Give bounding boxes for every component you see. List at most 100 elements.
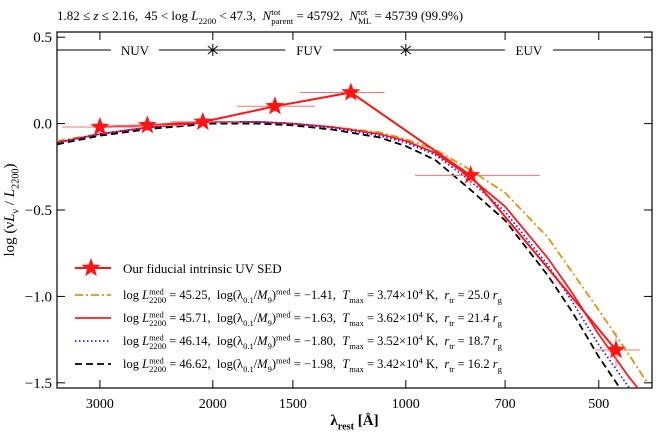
text-segment: 9 — [268, 295, 272, 305]
text-segment: r — [493, 357, 498, 371]
text-segment: tr — [449, 364, 454, 374]
text-segment: N — [348, 8, 359, 23]
text-segment: / — [2, 197, 18, 209]
curves — [57, 82, 649, 388]
text-segment: ) — [272, 288, 276, 302]
x-tick-label: 1000 — [392, 397, 420, 412]
text-segment: 2200 — [11, 168, 22, 188]
region-label: FUV — [296, 43, 323, 58]
text-segment: = 45.25, log( — [166, 288, 237, 302]
x-axis-label: λrest [Å] — [330, 413, 378, 432]
region-label: NUV — [121, 43, 150, 58]
text-segment: = 46.14, log( — [166, 334, 237, 348]
legend-label: log Lmed 2200 = 45.71, log(λ0.1/M9)med = … — [123, 309, 503, 328]
text-segment: L — [2, 189, 18, 198]
text-segment: log — [123, 357, 142, 371]
text-segment: 2200 — [149, 364, 166, 374]
text-segment: r — [493, 334, 498, 348]
text-segment: max — [349, 341, 364, 351]
text-segment: 0.1 — [243, 318, 254, 328]
text-segment: r — [493, 311, 498, 325]
text-segment: = 45792, — [293, 8, 349, 23]
legend-label: log Lmed 2200 = 46.14, log(λ0.1/M9)med = … — [123, 332, 503, 351]
text-segment: L — [2, 213, 18, 222]
text-segment: / — [254, 311, 258, 325]
text-segment: med — [276, 309, 291, 319]
x-tick-label: 1500 — [279, 397, 307, 412]
region-label-bg — [285, 42, 334, 58]
text-segment: ν — [11, 208, 22, 213]
model-curve — [57, 120, 631, 388]
text-segment: = 45.71, log( — [166, 311, 237, 325]
text-segment: K, — [423, 357, 445, 371]
text-segment: M — [256, 311, 268, 325]
text-segment: med — [149, 286, 164, 296]
text-segment: med — [149, 309, 164, 319]
text-segment: = 3.74×10 — [364, 288, 419, 302]
text-segment: tr — [449, 318, 454, 328]
text-segment: M — [256, 288, 268, 302]
y-tick-label: −0.5 — [25, 203, 52, 219]
text-segment: = 3.62×10 — [364, 311, 419, 325]
text-segment: 9 — [268, 364, 272, 374]
text-segment: 9 — [268, 318, 272, 328]
text-segment: λ — [237, 334, 243, 348]
legend-label: log Lmed 2200 = 46.62, log(λ0.1/M9)med = … — [123, 355, 503, 374]
star-marker — [606, 339, 626, 359]
text-segment: 1.82 ≤ — [57, 8, 93, 23]
text-segment: ) — [272, 357, 276, 371]
text-segment: λ — [237, 311, 243, 325]
text-segment: z — [92, 8, 98, 23]
text-segment: / — [254, 357, 258, 371]
x-tick-label: 3000 — [86, 397, 114, 412]
y-tick-label: −1.5 — [25, 376, 52, 392]
text-segment: M — [256, 334, 268, 348]
text-segment: λ — [330, 413, 338, 429]
text-segment: M — [256, 357, 268, 371]
text-segment: ) — [2, 163, 18, 168]
text-segment: med — [149, 355, 164, 365]
text-segment: K, — [423, 311, 445, 325]
text-segment: r — [444, 288, 449, 302]
text-segment: = −1.41, — [291, 288, 343, 302]
text-segment: ) — [272, 334, 276, 348]
text-segment: 4 — [419, 355, 424, 365]
text-segment: 4 — [419, 332, 424, 342]
text-segment: ≤ 2.16, 45 < log — [98, 8, 191, 23]
region-label-bg — [504, 42, 553, 58]
text-segment: [Å] — [354, 413, 379, 429]
star-marker — [341, 82, 361, 101]
y-axis-label: log (νLν / L2200) — [2, 163, 22, 256]
text-segment: ) — [272, 311, 276, 325]
text-segment: = 46.62, log( — [166, 357, 237, 371]
text-segment: = 16.2 — [454, 357, 492, 371]
text-segment: 4 — [419, 286, 424, 296]
text-segment: T — [342, 334, 350, 348]
star-marker — [90, 117, 110, 136]
star-marker — [137, 115, 157, 134]
text-segment: max — [349, 295, 364, 305]
text-segment: 2200 — [149, 318, 166, 328]
text-segment: < 47.3, — [216, 8, 262, 23]
text-segment: r — [493, 288, 498, 302]
x-tick-label: 2000 — [199, 397, 227, 412]
text-segment: = 18.7 — [454, 334, 492, 348]
text-segment: = 25.0 — [454, 288, 492, 302]
text-segment: T — [342, 288, 350, 302]
star-marker — [265, 96, 285, 115]
text-segment: med — [276, 332, 291, 342]
text-segment: = −1.98, — [291, 357, 343, 371]
text-segment: tot — [271, 7, 281, 17]
text-segment: log — [123, 334, 142, 348]
star-marker — [461, 165, 481, 184]
text-segment: 2200 — [149, 341, 166, 351]
text-segment: = 3.52×10 — [364, 334, 419, 348]
text-segment: L — [141, 288, 149, 302]
text-segment: 0.1 — [243, 295, 254, 305]
text-segment: 4 — [419, 309, 424, 319]
text-segment: N — [262, 8, 273, 23]
legend-label: log Lmed 2200 = 45.25, log(λ0.1/M9)med = … — [123, 286, 503, 305]
